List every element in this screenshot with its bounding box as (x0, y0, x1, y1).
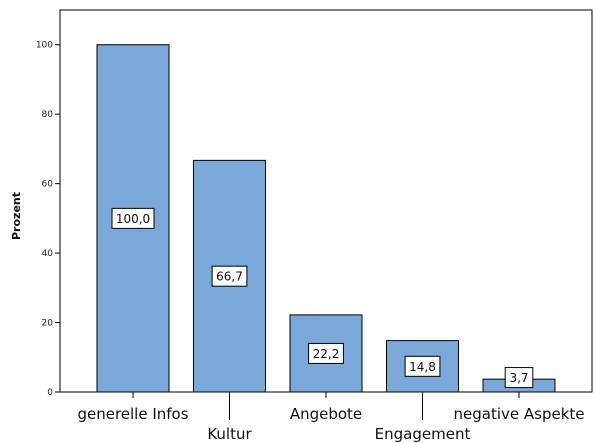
value-label: 22,2 (313, 347, 340, 361)
y-tick-label: 60 (42, 180, 54, 190)
value-label: 3,7 (509, 371, 528, 385)
x-tick-label: Kultur (207, 425, 252, 443)
value-label-box (211, 265, 248, 287)
y-tick-label: 100 (36, 41, 53, 51)
y-tick-label: 40 (42, 249, 54, 259)
x-axis: generelle Infos Kultur Angebote Engagement n… (77, 392, 585, 443)
value-label-box (111, 207, 155, 229)
y-tick-label: 0 (47, 388, 53, 398)
y-axis: 0 20 40 60 80 100 (36, 41, 60, 398)
y-axis-label: Prozent (10, 192, 23, 240)
value-label: 66,7 (216, 270, 243, 284)
x-tick-label: Engagement (375, 425, 471, 443)
value-label: 100,0 (116, 212, 150, 226)
y-tick-label: 80 (42, 110, 54, 120)
value-label-box (404, 355, 441, 377)
x-tick-label: Angebote (290, 405, 362, 423)
x-tick-label: generelle Infos (77, 405, 188, 423)
value-label-box (308, 342, 344, 364)
x-tick-label: negative Aspekte (454, 405, 585, 423)
bars-group: 100,0 66,7 22,2 14,8 3,7 (96, 44, 556, 393)
y-tick-label: 20 (42, 319, 54, 329)
value-label: 14,8 (409, 360, 436, 374)
value-label-box (504, 367, 534, 389)
